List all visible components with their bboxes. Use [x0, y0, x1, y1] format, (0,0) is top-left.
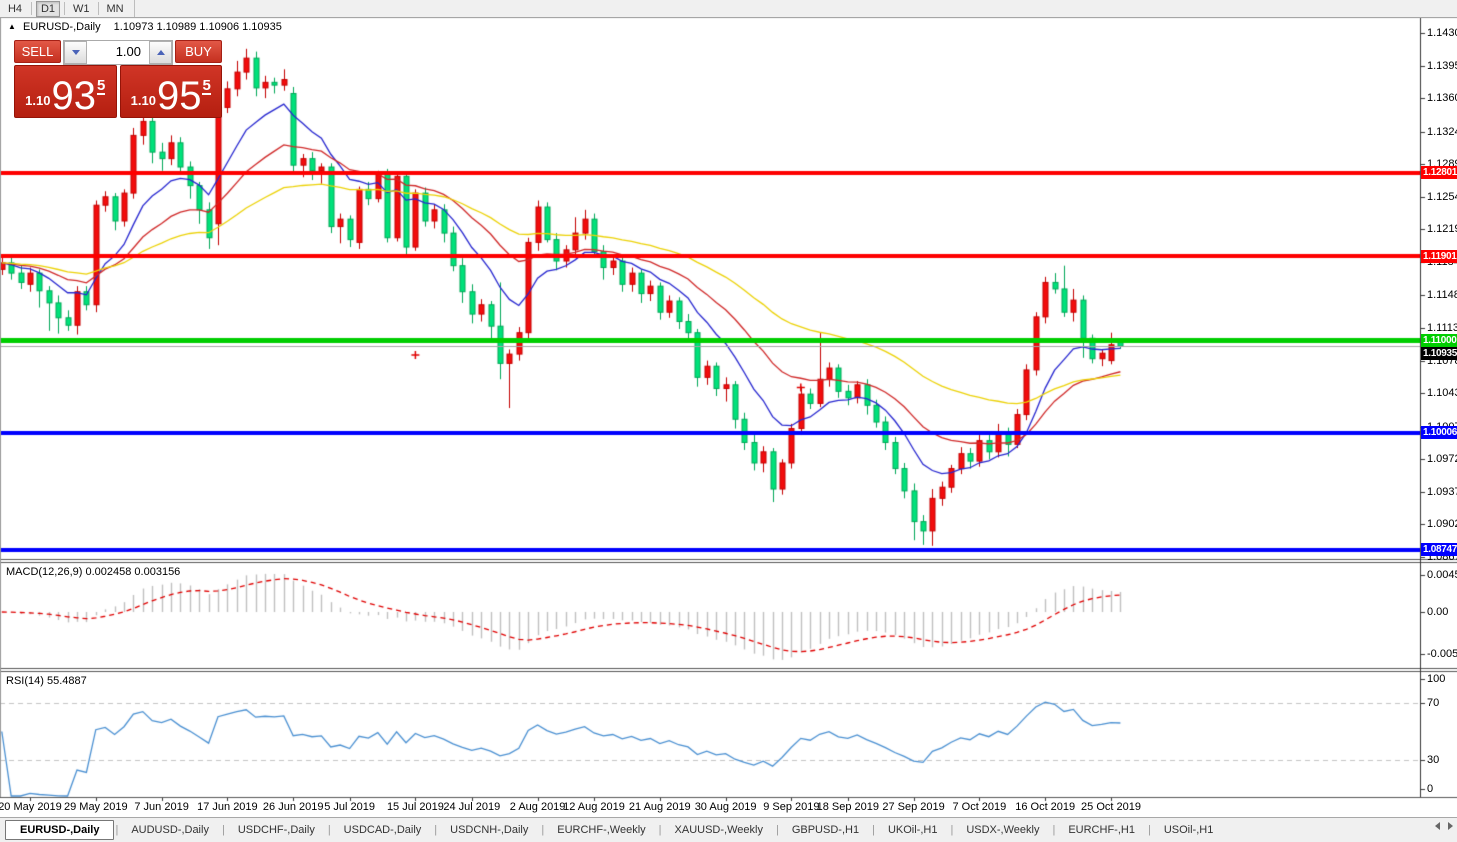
- timeframe-toolbar: H4 D1 W1 MN: [0, 0, 1457, 18]
- tabs-scroll-nav: [1435, 822, 1453, 830]
- date-axis-label: 21 Aug 2019: [628, 801, 691, 813]
- chart-tab-gbpusdh1[interactable]: GBPUSD-,H1: [791, 824, 860, 836]
- tabs-scroll-right-button[interactable]: [1448, 822, 1453, 830]
- triangle-down-icon: [71, 50, 80, 55]
- price-axis-label: 1.12540: [1427, 190, 1457, 203]
- date-axis-label: 5 Jul 2019: [324, 801, 375, 813]
- date-axis-label: 25 Oct 2019: [1081, 801, 1141, 813]
- toolbar-separator: [64, 2, 65, 15]
- date-axis-label: 17 Jun 2019: [197, 801, 258, 813]
- tabs-scroll-left-button[interactable]: [1435, 822, 1440, 830]
- price-level-tag: 1.08747: [1421, 543, 1457, 557]
- tab-separator: |: [221, 824, 225, 836]
- rsi-axis-label: 70: [1427, 697, 1440, 709]
- chart-tab-usdcnhdaily[interactable]: USDCNH-,Daily: [450, 824, 529, 836]
- tab-separator: |: [327, 824, 331, 836]
- chart-tabs-bar: EURUSD-,Daily | AUDUSD-,Daily | USDCHF-,Dail…: [0, 817, 1457, 842]
- tab-separator: |: [1147, 824, 1151, 836]
- date-axis-label: 30 Aug 2019: [694, 801, 757, 813]
- price-axis-label: 1.13950: [1427, 59, 1457, 72]
- sell-price-button[interactable]: 1.10 93 5: [14, 65, 117, 118]
- price-axis-label: 1.11480: [1427, 289, 1457, 302]
- macd-axis-label: 0.004538: [1427, 569, 1457, 581]
- chart-tab-xauusdweekly[interactable]: XAUUSD-,Weekly: [674, 824, 763, 836]
- price-axis-label: 1.09370: [1427, 485, 1457, 498]
- tab-separator: |: [872, 824, 875, 836]
- chart-tab-usdchfdaily[interactable]: USDCHF-,Daily: [237, 824, 315, 836]
- current-price-tag: 1.10935: [1421, 346, 1457, 360]
- volume-decrease-button[interactable]: [64, 41, 87, 64]
- triangle-up-icon: [156, 50, 165, 55]
- chart-ohlc-values: 1.10973 1.10989 1.10906 1.10935: [113, 21, 282, 33]
- chart-tab-eurusddaily[interactable]: EURUSD-,Daily: [5, 820, 115, 840]
- volume-increase-button[interactable]: [149, 41, 172, 64]
- toolbar-separator: [133, 0, 135, 17]
- macd-axis-label: 0.00: [1427, 606, 1449, 618]
- tab-separator: |: [950, 824, 954, 836]
- chart-title: ▲ EURUSD-,Daily 1.10973 1.10989 1.10906 …: [8, 21, 282, 33]
- date-axis-label: 9 Sep 2019: [763, 801, 820, 813]
- price-level-tag: 1.11901: [1421, 249, 1457, 263]
- date-axis-label: 15 Jul 2019: [386, 801, 444, 813]
- rsi-axis-label: 100: [1427, 673, 1446, 685]
- chart-symbol-label: EURUSD-,Daily: [22, 21, 101, 33]
- chart-tab-eurchfweekly[interactable]: EURCHF-,Weekly: [557, 824, 646, 836]
- toolbar-separator: [97, 2, 99, 15]
- tab-separator: |: [541, 824, 545, 836]
- timeframe-button-mn[interactable]: MN: [103, 1, 128, 17]
- chart-tab-ukoilh1[interactable]: UKOil-,H1: [887, 824, 938, 836]
- chart-tab-audusddaily[interactable]: AUDUSD-,Daily: [131, 824, 209, 836]
- sell-button[interactable]: SELL: [14, 40, 61, 63]
- price-level-tag: 1.10006: [1421, 426, 1457, 440]
- chart-tab-usdcaddaily[interactable]: USDCAD-,Daily: [343, 824, 422, 836]
- timeframe-button-h4[interactable]: H4: [3, 1, 27, 17]
- timeframe-button-d1[interactable]: D1: [36, 0, 60, 17]
- price-axis-label: 1.14300: [1427, 27, 1457, 39]
- tab-separator: |: [658, 824, 662, 836]
- rsi-axis-label: 0: [1427, 783, 1434, 795]
- date-axis-label: 16 Oct 2019: [1015, 801, 1076, 813]
- date-axis-label: 7 Jun 2019: [134, 801, 189, 813]
- tab-separator: |: [115, 824, 119, 836]
- price-axis-label: 1.13240: [1427, 125, 1457, 138]
- buy-button[interactable]: BUY: [175, 40, 222, 63]
- date-axis-label: 29 May 2019: [63, 801, 128, 813]
- price-level-tag: 1.11000: [1421, 333, 1457, 347]
- toolbar-separator: [31, 2, 32, 15]
- price-axis-label: 1.13600: [1427, 92, 1457, 105]
- one-click-trading-panel: SELL 1.00 BUY 1.10 93 5 1.10 95 5: [14, 40, 222, 118]
- chart-tab-usoilh1[interactable]: USOil-,H1: [1163, 824, 1214, 836]
- rsi-axis-label: 30: [1427, 754, 1440, 766]
- price-level-tag: 1.12801: [1421, 166, 1457, 179]
- volume-spinner: 1.00: [63, 40, 173, 65]
- price-axis-label: 1.10430: [1427, 387, 1457, 400]
- price-axis-label: 1.09020: [1427, 518, 1457, 531]
- date-axis-label: 2 Aug 2019: [509, 801, 566, 813]
- collapse-panel-icon[interactable]: ▲: [8, 22, 16, 31]
- buy-price-button[interactable]: 1.10 95 5: [119, 65, 222, 118]
- chart-tab-usdxweekly[interactable]: USDX-,Weekly: [966, 824, 1040, 836]
- price-axis-label: 1.09720: [1427, 453, 1457, 466]
- rsi-indicator-label: RSI(14) 55.4887: [6, 675, 87, 687]
- volume-value[interactable]: 1.00: [87, 41, 149, 64]
- date-axis-label: 12 Aug 2019: [563, 801, 625, 813]
- macd-indicator-label: MACD(12,26,9) 0.002458 0.003156: [6, 566, 181, 578]
- date-axis-label: 27 Sep 2019: [882, 801, 945, 813]
- price-axis-label: 1.11130: [1427, 322, 1457, 335]
- date-axis-label: 24 Jul 2019: [443, 801, 501, 813]
- tab-separator: |: [1052, 824, 1056, 836]
- date-axis-label: 18 Sep 2019: [816, 801, 879, 813]
- chart-tab-eurchfh1[interactable]: EURCHF-,H1: [1068, 824, 1135, 836]
- tab-separator: |: [775, 824, 779, 836]
- date-axis-label: 7 Oct 2019: [952, 801, 1007, 813]
- tab-separator: |: [434, 824, 438, 836]
- timeframe-button-w1[interactable]: W1: [69, 1, 94, 17]
- macd-axis-label: -0.00520: [1427, 648, 1457, 660]
- date-axis-label: 20 May 2019: [0, 801, 62, 813]
- date-axis-label: 26 Jun 2019: [262, 801, 324, 813]
- price-axis-label: 1.12190: [1427, 223, 1457, 236]
